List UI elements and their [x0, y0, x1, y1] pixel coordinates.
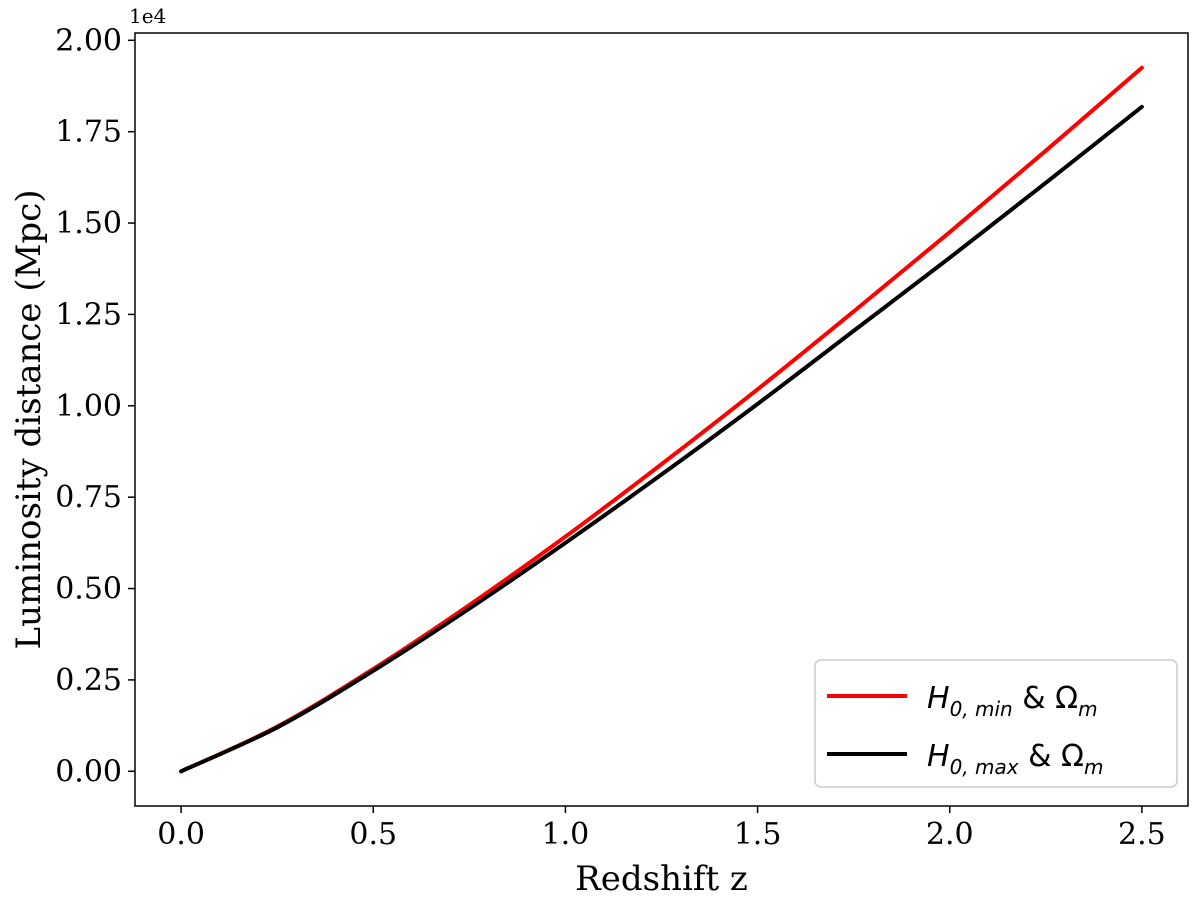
y-tick-label: 1.50 [55, 206, 122, 241]
y-tick-label: 0.75 [55, 480, 122, 515]
series-layer [179, 65, 1144, 774]
x-axis: 0.0 0.5 1.0 1.5 2.0 2.5 [157, 806, 1166, 852]
x-tick-label: 2.0 [926, 817, 974, 852]
y-tick-label: 1.00 [55, 389, 122, 424]
y-tick-label: 1.75 [55, 115, 122, 150]
series-line-1 [179, 104, 1144, 774]
y-axis-offset-label: 1e4 [129, 4, 166, 28]
y-tick-label: 0.25 [55, 663, 122, 698]
x-tick-label: 1.0 [542, 817, 590, 852]
x-tick-label: 2.5 [1118, 817, 1166, 852]
y-tick-label: 0.00 [55, 754, 122, 789]
y-axis: 0.00 0.25 0.50 0.75 1.00 1.25 1.50 1.75 2.00 [55, 23, 135, 789]
y-tick-label: 1.25 [55, 297, 122, 332]
x-tick-label: 0.5 [349, 817, 397, 852]
y-tick-label: 2.00 [55, 23, 122, 58]
y-axis-label: Luminosity distance (Mpc) [9, 190, 49, 650]
legend: H0, min & Ωm H0, max & Ωm [814, 659, 1178, 788]
legend-label-0: H0, min & Ωm [927, 681, 1098, 721]
plot-frame [134, 32, 1189, 807]
x-axis-label: Redshift z [575, 859, 748, 898]
x-tick-label: 0.0 [157, 817, 205, 852]
x-tick-label: 1.5 [734, 817, 782, 852]
legend-label-1: H0, max & Ωm [927, 739, 1103, 779]
y-tick-label: 0.50 [55, 572, 122, 607]
